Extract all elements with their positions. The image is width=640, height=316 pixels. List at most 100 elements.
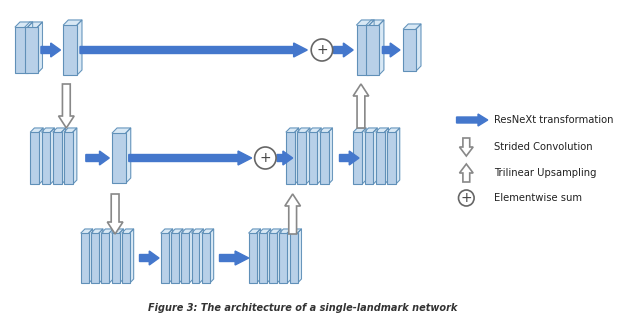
FancyArrow shape: [108, 194, 123, 234]
Circle shape: [255, 147, 276, 169]
Polygon shape: [169, 229, 173, 283]
Polygon shape: [63, 20, 82, 25]
Polygon shape: [38, 22, 42, 73]
Polygon shape: [39, 128, 43, 184]
Bar: [298, 132, 306, 184]
Polygon shape: [257, 229, 260, 283]
Polygon shape: [77, 20, 82, 75]
Polygon shape: [298, 229, 301, 283]
Bar: [31, 132, 39, 184]
FancyArrow shape: [86, 151, 109, 165]
Bar: [280, 233, 287, 283]
Polygon shape: [182, 229, 193, 233]
Polygon shape: [328, 128, 332, 184]
Polygon shape: [277, 229, 281, 283]
Bar: [42, 132, 51, 184]
Bar: [353, 132, 362, 184]
Polygon shape: [130, 229, 134, 283]
Polygon shape: [376, 128, 388, 132]
Bar: [172, 233, 179, 283]
Polygon shape: [286, 128, 299, 132]
Text: Elementwise sum: Elementwise sum: [493, 193, 582, 203]
Bar: [102, 233, 109, 283]
Polygon shape: [112, 229, 124, 233]
Bar: [92, 233, 99, 283]
Text: Strided Convolution: Strided Convolution: [493, 142, 592, 152]
FancyArrow shape: [80, 43, 307, 57]
FancyArrow shape: [339, 151, 359, 165]
Polygon shape: [81, 229, 93, 233]
Bar: [202, 233, 210, 283]
Bar: [112, 233, 120, 283]
Polygon shape: [172, 229, 183, 233]
Polygon shape: [89, 229, 93, 283]
Polygon shape: [373, 128, 378, 184]
Polygon shape: [120, 229, 124, 283]
Polygon shape: [122, 229, 134, 233]
Polygon shape: [320, 128, 332, 132]
Polygon shape: [25, 22, 42, 27]
Bar: [286, 132, 295, 184]
Text: +: +: [316, 44, 328, 58]
Bar: [64, 132, 73, 184]
Bar: [15, 27, 28, 73]
FancyArrow shape: [333, 43, 353, 57]
Polygon shape: [396, 128, 400, 184]
Polygon shape: [112, 128, 131, 133]
Polygon shape: [92, 229, 103, 233]
Bar: [387, 132, 396, 184]
Polygon shape: [298, 128, 310, 132]
Bar: [290, 233, 298, 283]
Polygon shape: [31, 128, 43, 132]
Polygon shape: [353, 128, 366, 132]
Polygon shape: [259, 229, 271, 233]
Polygon shape: [51, 128, 54, 184]
Polygon shape: [290, 229, 301, 233]
Polygon shape: [53, 128, 66, 132]
Polygon shape: [280, 229, 291, 233]
FancyArrow shape: [456, 114, 488, 126]
Bar: [25, 27, 38, 73]
Polygon shape: [366, 20, 384, 25]
Polygon shape: [362, 128, 366, 184]
Polygon shape: [189, 229, 193, 283]
Bar: [182, 233, 189, 283]
Polygon shape: [379, 20, 384, 75]
Bar: [192, 233, 200, 283]
Polygon shape: [308, 128, 321, 132]
Polygon shape: [15, 22, 33, 27]
FancyArrow shape: [41, 43, 61, 57]
Bar: [365, 132, 373, 184]
Bar: [122, 233, 130, 283]
Bar: [53, 132, 61, 184]
Polygon shape: [28, 22, 33, 73]
FancyArrow shape: [353, 84, 369, 128]
FancyArrow shape: [58, 84, 74, 128]
Polygon shape: [202, 229, 214, 233]
FancyArrow shape: [129, 151, 252, 165]
Polygon shape: [61, 128, 66, 184]
Polygon shape: [109, 229, 113, 283]
FancyArrow shape: [285, 194, 300, 234]
Bar: [63, 25, 77, 75]
Polygon shape: [369, 20, 374, 75]
Bar: [366, 25, 379, 75]
Polygon shape: [306, 128, 310, 184]
Polygon shape: [287, 229, 291, 283]
FancyArrow shape: [277, 151, 292, 165]
Polygon shape: [295, 128, 299, 184]
Bar: [259, 233, 267, 283]
Bar: [376, 132, 385, 184]
Polygon shape: [42, 128, 54, 132]
FancyArrow shape: [460, 164, 473, 182]
Polygon shape: [102, 229, 113, 233]
Polygon shape: [64, 128, 77, 132]
Text: +: +: [260, 151, 271, 166]
Polygon shape: [317, 128, 321, 184]
Bar: [81, 233, 89, 283]
Polygon shape: [200, 229, 204, 283]
Polygon shape: [73, 128, 77, 184]
Bar: [403, 29, 416, 71]
Text: ResNeXt transformation: ResNeXt transformation: [493, 115, 613, 125]
Polygon shape: [249, 229, 260, 233]
